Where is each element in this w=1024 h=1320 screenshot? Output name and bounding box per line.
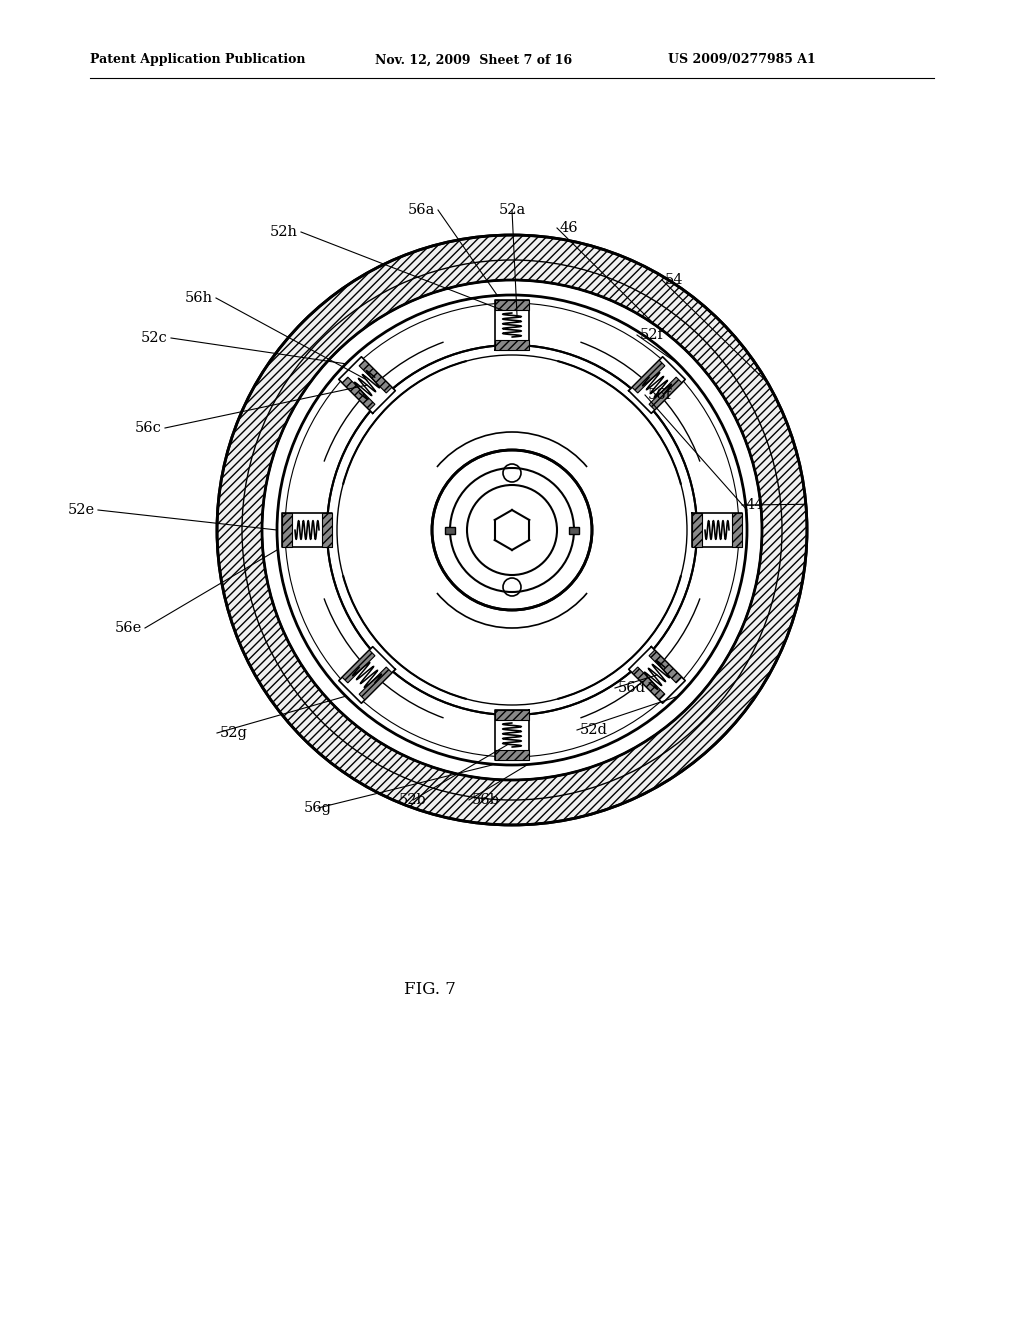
Text: 56g: 56g xyxy=(304,801,332,814)
Text: 54: 54 xyxy=(665,273,683,286)
Text: 56a: 56a xyxy=(408,203,435,216)
Text: 52f: 52f xyxy=(640,327,664,342)
Polygon shape xyxy=(359,360,392,393)
Text: Patent Application Publication: Patent Application Publication xyxy=(90,54,305,66)
Text: 52b: 52b xyxy=(399,793,427,807)
Polygon shape xyxy=(342,378,375,411)
Text: 52e: 52e xyxy=(68,503,95,517)
Polygon shape xyxy=(339,356,395,413)
Text: 52a: 52a xyxy=(499,203,525,216)
Text: 56d: 56d xyxy=(618,681,646,696)
Text: 44: 44 xyxy=(745,498,764,512)
Text: 52c: 52c xyxy=(141,331,168,345)
Polygon shape xyxy=(629,647,685,704)
Polygon shape xyxy=(649,378,682,411)
Circle shape xyxy=(327,345,697,715)
Polygon shape xyxy=(629,356,685,413)
Text: 56e: 56e xyxy=(115,620,142,635)
Text: 52d: 52d xyxy=(580,723,608,737)
Polygon shape xyxy=(445,527,455,533)
Polygon shape xyxy=(692,513,702,546)
Text: 52h: 52h xyxy=(270,224,298,239)
Polygon shape xyxy=(495,300,529,310)
Polygon shape xyxy=(632,667,665,700)
Polygon shape xyxy=(282,513,332,546)
Circle shape xyxy=(432,450,592,610)
Polygon shape xyxy=(339,647,395,704)
Polygon shape xyxy=(495,710,529,760)
Text: Nov. 12, 2009  Sheet 7 of 16: Nov. 12, 2009 Sheet 7 of 16 xyxy=(375,54,572,66)
Text: 56h: 56h xyxy=(185,290,213,305)
Text: FIG. 7: FIG. 7 xyxy=(404,982,456,998)
Polygon shape xyxy=(359,667,392,700)
Text: 56f: 56f xyxy=(648,388,672,403)
Polygon shape xyxy=(342,649,375,682)
Polygon shape xyxy=(649,649,682,682)
Text: 52g: 52g xyxy=(220,726,248,741)
Polygon shape xyxy=(495,300,529,350)
Text: US 2009/0277985 A1: US 2009/0277985 A1 xyxy=(668,54,816,66)
Polygon shape xyxy=(632,360,665,393)
Polygon shape xyxy=(322,513,332,546)
Text: 46: 46 xyxy=(560,220,579,235)
Polygon shape xyxy=(495,341,529,350)
Polygon shape xyxy=(732,513,742,546)
Polygon shape xyxy=(495,750,529,760)
Polygon shape xyxy=(495,710,529,719)
Polygon shape xyxy=(692,513,742,546)
Text: 56b: 56b xyxy=(472,793,500,807)
Polygon shape xyxy=(569,527,579,533)
Text: 56c: 56c xyxy=(135,421,162,436)
Polygon shape xyxy=(282,513,292,546)
